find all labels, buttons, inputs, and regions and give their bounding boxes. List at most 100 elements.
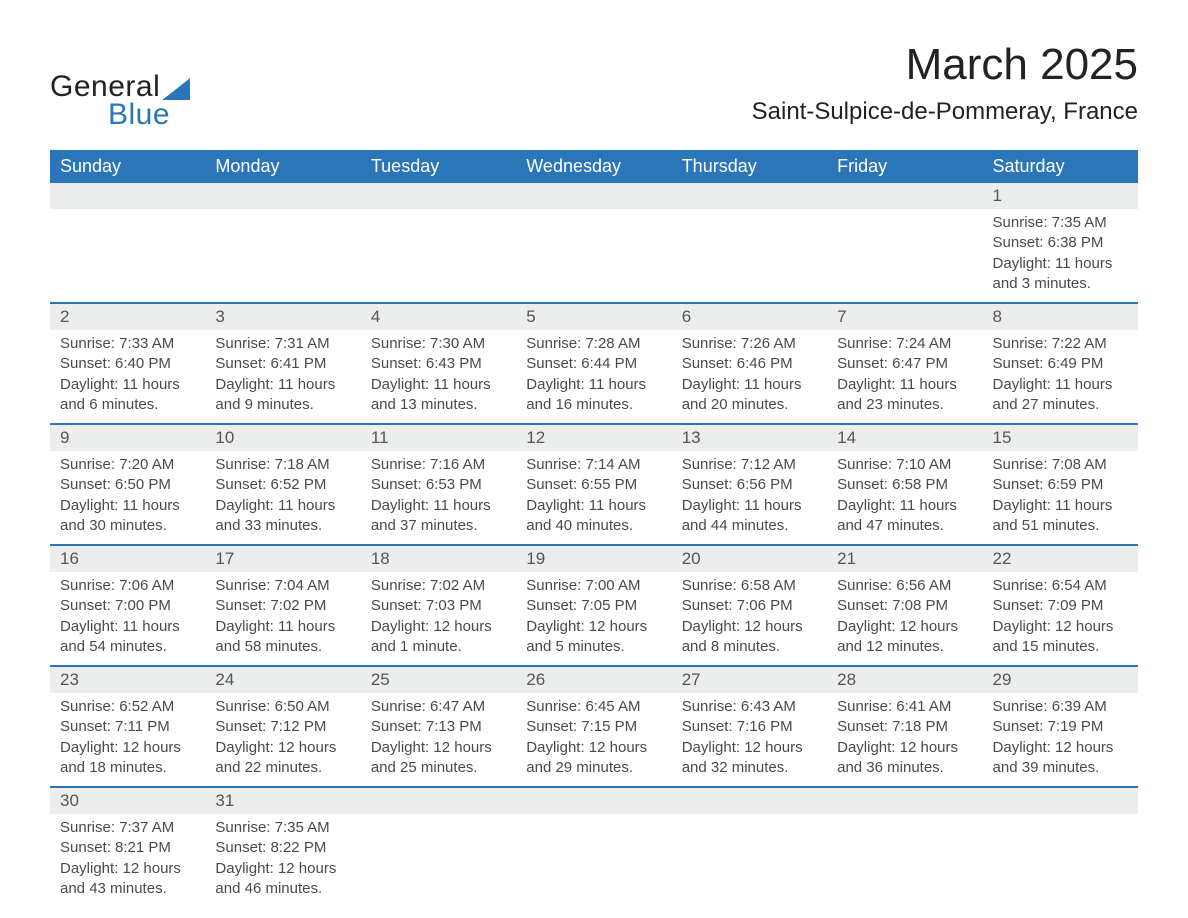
day-body-empty	[516, 209, 671, 241]
day-body: Sunrise: 7:20 AMSunset: 6:50 PMDaylight:…	[50, 451, 205, 544]
calendar-cell: 26Sunrise: 6:45 AMSunset: 7:15 PMDayligh…	[516, 666, 671, 787]
day-body: Sunrise: 7:10 AMSunset: 6:58 PMDaylight:…	[827, 451, 982, 544]
sunrise-line: Sunrise: 6:56 AM	[837, 576, 972, 596]
day-number: 11	[361, 425, 516, 451]
day-body: Sunrise: 6:58 AMSunset: 7:06 PMDaylight:…	[672, 572, 827, 665]
day-number	[827, 788, 982, 814]
calendar-cell: 19Sunrise: 7:00 AMSunset: 7:05 PMDayligh…	[516, 545, 671, 666]
sunset-line: Sunset: 7:03 PM	[371, 596, 506, 616]
daylight-line: Daylight: 11 hours and 44 minutes.	[682, 496, 817, 537]
calendar-cell: 1Sunrise: 7:35 AMSunset: 6:38 PMDaylight…	[983, 183, 1138, 303]
calendar-header-cell: Monday	[205, 150, 360, 183]
day-number	[827, 183, 982, 209]
daylight-line: Daylight: 12 hours and 32 minutes.	[682, 738, 817, 779]
sunset-line: Sunset: 6:40 PM	[60, 354, 195, 374]
daylight-line: Daylight: 12 hours and 8 minutes.	[682, 617, 817, 658]
month-title: March 2025	[752, 40, 1138, 90]
sunset-line: Sunset: 7:16 PM	[682, 717, 817, 737]
daylight-line: Daylight: 12 hours and 12 minutes.	[837, 617, 972, 658]
sunrise-line: Sunrise: 7:16 AM	[371, 455, 506, 475]
calendar-cell: 6Sunrise: 7:26 AMSunset: 6:46 PMDaylight…	[672, 303, 827, 424]
sunset-line: Sunset: 7:18 PM	[837, 717, 972, 737]
calendar-week-row: 23Sunrise: 6:52 AMSunset: 7:11 PMDayligh…	[50, 666, 1138, 787]
day-body-empty	[827, 209, 982, 241]
sunrise-line: Sunrise: 7:35 AM	[215, 818, 350, 838]
daylight-line: Daylight: 11 hours and 54 minutes.	[60, 617, 195, 658]
sunset-line: Sunset: 7:13 PM	[371, 717, 506, 737]
calendar-cell: 3Sunrise: 7:31 AMSunset: 6:41 PMDaylight…	[205, 303, 360, 424]
day-number: 31	[205, 788, 360, 814]
day-body: Sunrise: 7:35 AMSunset: 6:38 PMDaylight:…	[983, 209, 1138, 302]
calendar-cell: 31Sunrise: 7:35 AMSunset: 8:22 PMDayligh…	[205, 787, 360, 907]
day-number	[50, 183, 205, 209]
sunrise-line: Sunrise: 7:18 AM	[215, 455, 350, 475]
calendar-cell: 9Sunrise: 7:20 AMSunset: 6:50 PMDaylight…	[50, 424, 205, 545]
calendar-cell: 11Sunrise: 7:16 AMSunset: 6:53 PMDayligh…	[361, 424, 516, 545]
daylight-line: Daylight: 12 hours and 15 minutes.	[993, 617, 1128, 658]
sunrise-line: Sunrise: 7:37 AM	[60, 818, 195, 838]
calendar-cell	[516, 183, 671, 303]
sunset-line: Sunset: 6:55 PM	[526, 475, 661, 495]
calendar-week-row: 30 Sunrise: 7:37 AMSunset: 8:21 PMDayligh…	[50, 787, 1138, 907]
sunrise-line: Sunrise: 7:04 AM	[215, 576, 350, 596]
day-number: 16	[50, 546, 205, 572]
day-body: Sunrise: 7:33 AMSunset: 6:40 PMDaylight:…	[50, 330, 205, 423]
day-number: 10	[205, 425, 360, 451]
day-number: 19	[516, 546, 671, 572]
sunrise-line: Sunrise: 6:47 AM	[371, 697, 506, 717]
sunrise-line: Sunrise: 7:26 AM	[682, 334, 817, 354]
day-body: Sunrise: 6:47 AMSunset: 7:13 PMDaylight:…	[361, 693, 516, 786]
calendar-cell: 30 Sunrise: 7:37 AMSunset: 8:21 PMDayligh…	[50, 787, 205, 907]
day-number: 8	[983, 304, 1138, 330]
sunrise-line: Sunrise: 7:22 AM	[993, 334, 1128, 354]
day-body: Sunrise: 7:35 AMSunset: 8:22 PMDaylight:…	[205, 814, 360, 907]
sunset-line: Sunset: 6:58 PM	[837, 475, 972, 495]
day-body: Sunrise: 7:18 AMSunset: 6:52 PMDaylight:…	[205, 451, 360, 544]
day-body-empty	[205, 209, 360, 241]
sunset-line: Sunset: 6:49 PM	[993, 354, 1128, 374]
day-number: 17	[205, 546, 360, 572]
day-number: 30	[50, 788, 205, 814]
daylight-line: Daylight: 11 hours and 9 minutes.	[215, 375, 350, 416]
day-body: Sunrise: 7:08 AMSunset: 6:59 PMDaylight:…	[983, 451, 1138, 544]
day-number	[361, 183, 516, 209]
daylight-line: Daylight: 12 hours and 1 minute.	[371, 617, 506, 658]
sunrise-line: Sunrise: 6:52 AM	[60, 697, 195, 717]
day-body: Sunrise: 7:28 AMSunset: 6:44 PMDaylight:…	[516, 330, 671, 423]
calendar-cell: 2Sunrise: 7:33 AMSunset: 6:40 PMDaylight…	[50, 303, 205, 424]
calendar-cell: 12Sunrise: 7:14 AMSunset: 6:55 PMDayligh…	[516, 424, 671, 545]
day-number: 25	[361, 667, 516, 693]
day-body-empty	[672, 209, 827, 241]
sunset-line: Sunset: 7:12 PM	[215, 717, 350, 737]
sunset-line: Sunset: 8:21 PM	[60, 838, 195, 858]
calendar-week-row: 16Sunrise: 7:06 AMSunset: 7:00 PMDayligh…	[50, 545, 1138, 666]
daylight-line: Daylight: 12 hours and 29 minutes.	[526, 738, 661, 779]
daylight-line: Daylight: 12 hours and 43 minutes.	[60, 859, 195, 900]
title-block: March 2025 Saint-Sulpice-de-Pommeray, Fr…	[752, 40, 1138, 126]
calendar-cell: 13Sunrise: 7:12 AMSunset: 6:56 PMDayligh…	[672, 424, 827, 545]
sunset-line: Sunset: 8:22 PM	[215, 838, 350, 858]
sunrise-line: Sunrise: 7:06 AM	[60, 576, 195, 596]
day-number: 9	[50, 425, 205, 451]
calendar-cell	[50, 183, 205, 303]
brand-triangle-icon	[162, 78, 190, 100]
calendar-cell	[361, 787, 516, 907]
day-body-empty	[50, 209, 205, 241]
calendar-cell: 28Sunrise: 6:41 AMSunset: 7:18 PMDayligh…	[827, 666, 982, 787]
sunset-line: Sunset: 7:11 PM	[60, 717, 195, 737]
day-number: 5	[516, 304, 671, 330]
sunrise-line: Sunrise: 7:08 AM	[993, 455, 1128, 475]
calendar-cell	[361, 183, 516, 303]
daylight-line: Daylight: 11 hours and 6 minutes.	[60, 375, 195, 416]
day-body: Sunrise: 6:39 AMSunset: 7:19 PMDaylight:…	[983, 693, 1138, 786]
day-number: 27	[672, 667, 827, 693]
sunset-line: Sunset: 7:00 PM	[60, 596, 195, 616]
daylight-line: Daylight: 11 hours and 16 minutes.	[526, 375, 661, 416]
day-number: 18	[361, 546, 516, 572]
day-body: Sunrise: 7:00 AMSunset: 7:05 PMDaylight:…	[516, 572, 671, 665]
sunrise-line: Sunrise: 6:54 AM	[993, 576, 1128, 596]
day-number: 1	[983, 183, 1138, 209]
day-number	[516, 788, 671, 814]
day-number	[672, 183, 827, 209]
sunset-line: Sunset: 6:47 PM	[837, 354, 972, 374]
